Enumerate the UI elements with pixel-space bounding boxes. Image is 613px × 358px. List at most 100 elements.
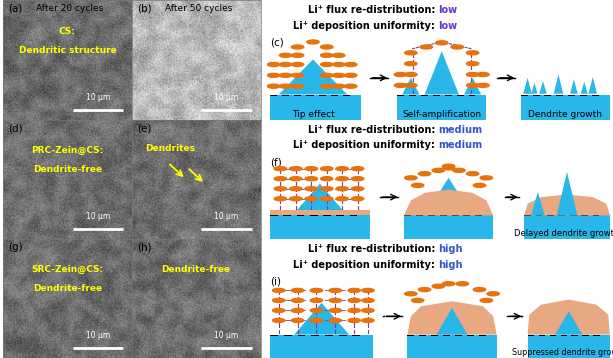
Ellipse shape	[456, 282, 468, 286]
Ellipse shape	[305, 177, 318, 181]
Text: Li⁺ deposition uniformity:: Li⁺ deposition uniformity:	[293, 260, 438, 270]
Bar	[528, 335, 610, 358]
Polygon shape	[539, 81, 547, 94]
Text: SRC-Zein@CS:: SRC-Zein@CS:	[31, 265, 104, 274]
Bar	[408, 335, 497, 358]
Text: medium: medium	[438, 140, 482, 150]
Text: Dendrite growth: Dendrite growth	[528, 110, 603, 119]
Ellipse shape	[305, 167, 318, 171]
Ellipse shape	[345, 73, 357, 77]
Ellipse shape	[280, 63, 292, 67]
Ellipse shape	[362, 289, 374, 292]
Text: Suppressed dendrite growth: Suppressed dendrite growth	[512, 348, 613, 357]
Ellipse shape	[362, 319, 374, 323]
Ellipse shape	[305, 187, 318, 191]
Ellipse shape	[274, 197, 286, 201]
Ellipse shape	[321, 45, 333, 49]
Text: Dendrites: Dendrites	[145, 144, 196, 153]
Ellipse shape	[351, 187, 364, 191]
Text: (a): (a)	[8, 4, 23, 14]
Text: (h): (h)	[137, 242, 151, 252]
Ellipse shape	[274, 187, 286, 191]
Ellipse shape	[348, 319, 360, 323]
Polygon shape	[528, 300, 610, 335]
Text: 10 μm: 10 μm	[215, 93, 238, 102]
Ellipse shape	[411, 183, 424, 187]
Bar	[270, 216, 370, 239]
Text: low: low	[438, 21, 457, 31]
Ellipse shape	[480, 176, 492, 180]
Ellipse shape	[411, 299, 424, 303]
Polygon shape	[570, 79, 577, 94]
Polygon shape	[292, 184, 348, 216]
Ellipse shape	[336, 167, 348, 171]
Text: Dendrite-free: Dendrite-free	[33, 284, 102, 293]
Ellipse shape	[348, 289, 360, 292]
Text: Tip effect: Tip effect	[292, 110, 334, 119]
Ellipse shape	[329, 319, 341, 323]
Text: Dendrite-free: Dendrite-free	[162, 265, 230, 274]
Ellipse shape	[267, 84, 280, 88]
Bar	[270, 209, 370, 216]
Ellipse shape	[321, 73, 333, 77]
Text: (i): (i)	[270, 276, 281, 286]
Ellipse shape	[405, 73, 417, 77]
Text: (f): (f)	[270, 157, 282, 167]
Polygon shape	[555, 311, 582, 335]
Polygon shape	[588, 77, 597, 94]
Ellipse shape	[273, 319, 285, 323]
Text: high: high	[438, 244, 463, 254]
Ellipse shape	[480, 299, 492, 303]
Polygon shape	[408, 301, 497, 335]
Text: Dendritic structure: Dendritic structure	[18, 46, 116, 55]
Text: medium: medium	[438, 125, 482, 135]
Ellipse shape	[274, 167, 286, 171]
Ellipse shape	[466, 62, 479, 66]
Ellipse shape	[362, 309, 374, 313]
Polygon shape	[404, 189, 493, 216]
Ellipse shape	[280, 53, 292, 57]
Polygon shape	[557, 172, 577, 216]
Ellipse shape	[273, 299, 285, 303]
Ellipse shape	[466, 73, 479, 77]
Text: (g): (g)	[8, 242, 23, 252]
Ellipse shape	[443, 282, 455, 286]
Ellipse shape	[443, 164, 455, 168]
Ellipse shape	[432, 284, 444, 288]
Polygon shape	[425, 178, 473, 216]
Ellipse shape	[329, 309, 341, 313]
Ellipse shape	[477, 83, 489, 87]
Ellipse shape	[336, 197, 348, 201]
Ellipse shape	[466, 83, 479, 87]
Ellipse shape	[419, 172, 431, 176]
Ellipse shape	[333, 63, 345, 67]
Text: Li⁺ flux re-distribution:: Li⁺ flux re-distribution:	[308, 5, 438, 15]
Text: Li⁺ flux re-distribution:: Li⁺ flux re-distribution:	[308, 244, 438, 254]
Ellipse shape	[280, 84, 292, 88]
Ellipse shape	[305, 197, 318, 201]
Ellipse shape	[290, 187, 302, 191]
Bar	[270, 95, 361, 120]
Ellipse shape	[477, 73, 489, 77]
Ellipse shape	[329, 289, 341, 292]
Polygon shape	[524, 194, 610, 216]
Ellipse shape	[291, 309, 303, 313]
Ellipse shape	[291, 84, 303, 88]
Polygon shape	[531, 83, 538, 94]
Text: 10 μm: 10 μm	[86, 93, 110, 102]
Text: high: high	[438, 260, 463, 270]
Ellipse shape	[310, 299, 322, 303]
Text: (c): (c)	[270, 38, 284, 48]
Ellipse shape	[405, 292, 417, 296]
Ellipse shape	[291, 289, 303, 292]
Text: Self-amplification: Self-amplification	[402, 110, 481, 119]
Ellipse shape	[273, 289, 285, 292]
Text: 10 μm: 10 μm	[215, 212, 238, 221]
Ellipse shape	[333, 84, 345, 88]
Polygon shape	[531, 192, 545, 216]
Ellipse shape	[291, 319, 303, 323]
Ellipse shape	[432, 168, 444, 172]
Ellipse shape	[405, 51, 417, 55]
Ellipse shape	[348, 309, 360, 313]
Ellipse shape	[333, 53, 345, 57]
